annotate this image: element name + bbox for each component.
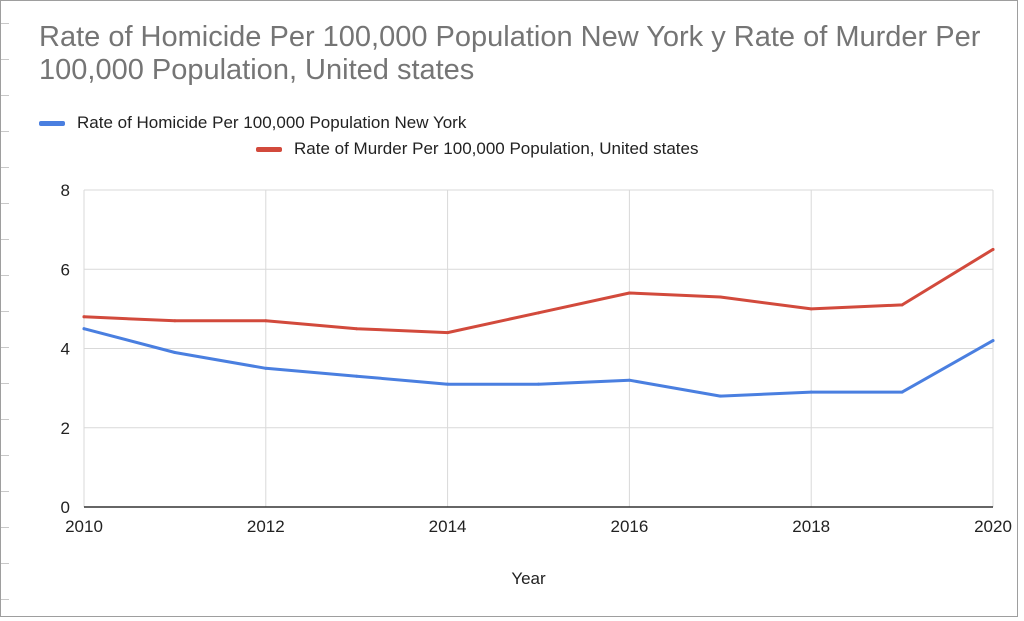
data-point-series-1 [991,339,995,343]
data-point-series-1 [82,327,86,331]
legend-item-series-2[interactable]: Rate of Murder Per 100,000 Population, U… [256,139,698,159]
data-point-series-2 [991,247,995,251]
data-point-series-2 [627,291,631,295]
edge-tick [1,347,9,348]
series-line-2 [82,247,995,335]
data-point-series-1 [809,390,813,394]
legend-label-series-2: Rate of Murder Per 100,000 Population, U… [294,139,699,158]
data-point-series-2 [355,327,359,331]
edge-tick [1,167,9,168]
edge-tick [1,311,9,312]
x-axis-title: Year [511,569,546,588]
edge-tick [1,239,9,240]
y-tick-label: 0 [61,498,70,517]
series-line-1 [82,327,995,398]
data-point-series-1 [173,350,177,354]
edge-tick [1,59,9,60]
data-point-series-2 [82,315,86,319]
data-point-series-1 [446,382,450,386]
edge-tick [1,383,9,384]
legend-swatch-series-1 [39,120,65,126]
data-point-series-2 [173,319,177,323]
x-tick-label: 2016 [610,517,648,536]
edge-tick [1,203,9,204]
x-tick-label: 2018 [792,517,830,536]
data-point-series-2 [718,295,722,299]
data-point-series-1 [264,366,268,370]
edge-tick [1,491,9,492]
edge-tick [1,527,9,528]
y-tick-label: 4 [61,340,70,359]
y-tick-label: 6 [61,260,70,279]
data-point-series-1 [627,378,631,382]
legend-item-series-1[interactable]: Rate of Homicide Per 100,000 Population … [39,113,466,133]
y-tick-label: 2 [61,419,70,438]
chart-title: Rate of Homicide Per 100,000 Population … [39,21,981,86]
data-point-series-2 [809,307,813,311]
x-tick-label: 2020 [974,517,1012,536]
x-tick-label: 2014 [429,517,467,536]
legend-swatch-series-2 [256,146,282,152]
data-point-series-1 [355,374,359,378]
data-point-series-1 [537,382,540,386]
edge-tick [1,563,9,564]
data-point-series-2 [264,319,268,323]
edge-tick-marks [1,1,11,618]
edge-tick [1,23,9,24]
y-tick-label: 8 [61,181,70,200]
edge-tick [1,455,9,456]
edge-tick [1,275,9,276]
edge-tick [1,131,9,132]
data-point-series-2 [446,331,450,335]
data-point-series-1 [718,394,722,398]
edge-tick [1,95,9,96]
legend-label-series-1: Rate of Homicide Per 100,000 Population … [77,113,467,132]
edge-tick [1,599,9,600]
data-point-series-2 [900,303,904,307]
edge-tick [1,419,9,420]
data-point-series-2 [537,311,540,315]
data-point-series-1 [900,390,904,394]
x-tick-label: 2010 [65,517,103,536]
x-tick-label: 2012 [247,517,285,536]
